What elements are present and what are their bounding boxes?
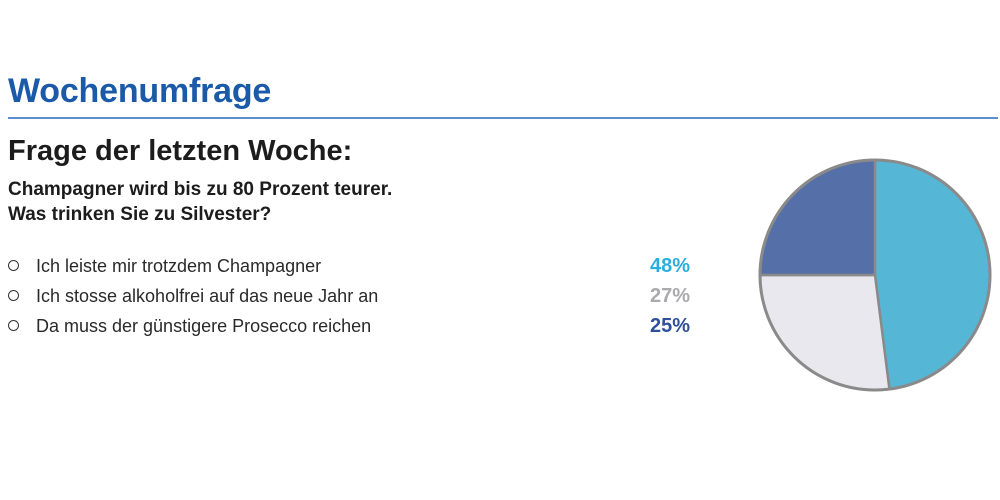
pie-outline — [758, 158, 992, 392]
radio-button-icon[interactable] — [8, 260, 19, 271]
answer-option-prosecco[interactable]: Da muss der günstigere Prosecco reichen … — [8, 313, 698, 343]
pie-slice-prosecco — [758, 158, 877, 277]
answer-label: Da muss der günstigere Prosecco reichen — [36, 316, 372, 336]
answer-label: Ich leiste mir trotzdem Champagner — [36, 256, 322, 276]
answer-percent: 27% — [649, 285, 690, 307]
page-title: Wochenumfrage — [8, 72, 272, 110]
radio-button-icon[interactable] — [8, 290, 19, 301]
pie-slice-alkoholfrei — [758, 273, 891, 392]
question-line-2: Was trinken Sie zu Silvester? — [8, 204, 272, 225]
answer-percent: 48% — [649, 255, 690, 277]
answer-option-alkoholfrei[interactable]: Ich stosse alkoholfrei auf das neue Jahr… — [8, 283, 698, 313]
answer-list: Ich leiste mir trotzdem Champagner 48% I… — [8, 253, 698, 343]
answer-option-champagner[interactable]: Ich leiste mir trotzdem Champagner 48% — [8, 253, 698, 283]
header-divider — [8, 117, 998, 119]
question-line-1: Champagner wird bis zu 80 Prozent teurer… — [8, 179, 393, 200]
pie-chart — [755, 155, 995, 395]
question-text: Champagner wird bis zu 80 Prozent teurer… — [8, 177, 392, 227]
pie-chart-svg — [758, 158, 992, 392]
answer-label: Ich stosse alkoholfrei auf das neue Jahr… — [36, 286, 379, 306]
answer-percent: 25% — [649, 315, 690, 337]
question-heading: Frage der letzten Woche: — [8, 135, 353, 167]
radio-button-icon[interactable] — [8, 320, 19, 331]
pie-slice-champagner — [873, 158, 992, 391]
